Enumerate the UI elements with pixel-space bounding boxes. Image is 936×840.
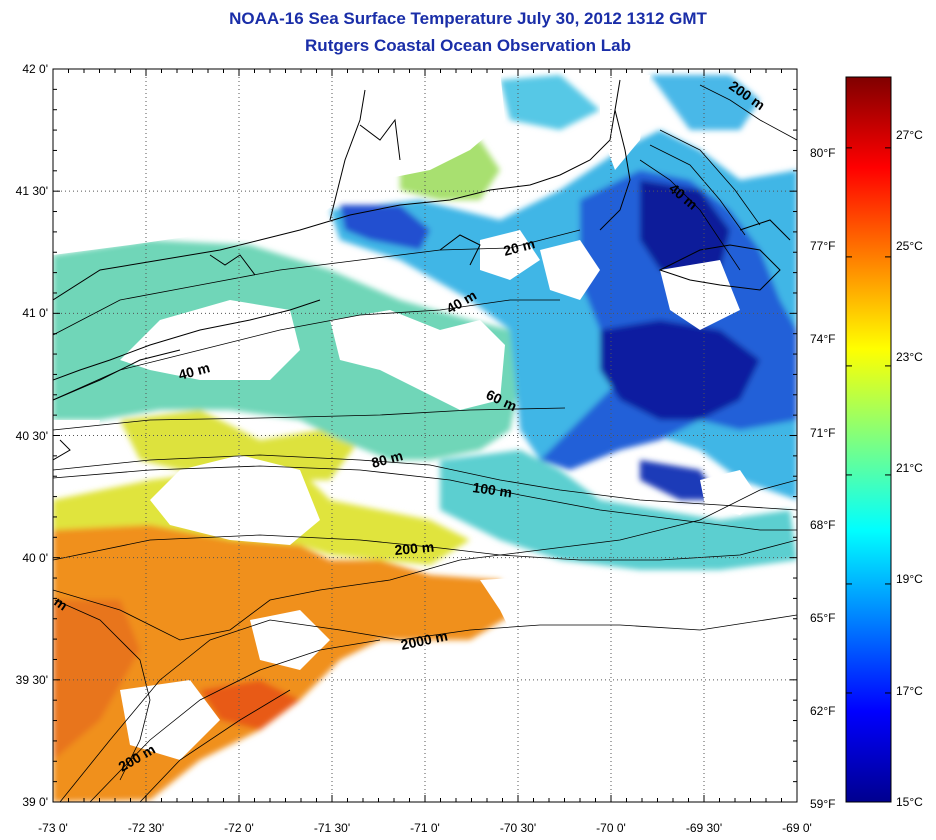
- celsius-label: 15°C: [896, 795, 923, 809]
- map-area: 20 m 40 m 40 m 40 m 60 m 80 m 100 m 200 …: [53, 69, 797, 802]
- celsius-label: 25°C: [896, 239, 923, 253]
- fahrenheit-labels: 80°F 77°F 74°F 71°F 68°F 65°F 62°F 59°F: [810, 146, 835, 811]
- contour-label: 40 m: [177, 359, 212, 383]
- y-tick-label: 41 30': [16, 184, 48, 198]
- fahrenheit-label: 74°F: [810, 332, 835, 346]
- x-tick-label: -69 30': [686, 821, 722, 835]
- contour-label: 80 m: [370, 447, 405, 471]
- x-tick-label: -70 0': [596, 821, 626, 835]
- x-tick-label: -69 0': [782, 821, 812, 835]
- x-tick-label: -70 30': [500, 821, 536, 835]
- y-tick-label: 40 0': [22, 551, 48, 565]
- grid-lines: [53, 69, 797, 802]
- cloud-mask: [53, 69, 797, 802]
- colorbar: [845, 76, 892, 803]
- isobaths: [53, 84, 797, 802]
- colorbar-ticks: [846, 147, 891, 803]
- y-tick-label: 42 0': [22, 62, 48, 76]
- fahrenheit-label: 77°F: [810, 239, 835, 253]
- y-tick-label: 39 30': [16, 673, 48, 687]
- celsius-label: 19°C: [896, 572, 923, 586]
- celsius-labels: 27°C 25°C 23°C 21°C 19°C 17°C 15°C: [896, 128, 923, 809]
- y-tick-label: 40 30': [16, 429, 48, 443]
- x-tick-label: -71 30': [314, 821, 350, 835]
- map-subtitle: Rutgers Coastal Ocean Observation Lab: [305, 36, 631, 55]
- contour-label: 20 m: [502, 235, 537, 259]
- frame-ticks: [52, 68, 798, 803]
- celsius-label: 27°C: [896, 128, 923, 142]
- map-title: NOAA-16 Sea Surface Temperature July 30,…: [229, 9, 707, 28]
- fahrenheit-label: 68°F: [810, 518, 835, 532]
- y-axis-labels: 42 0' 41 30' 41 0' 40 30' 40 0' 39 30' 3…: [16, 62, 48, 809]
- coastline: [53, 79, 791, 461]
- celsius-label: 21°C: [896, 461, 923, 475]
- y-tick-label: 41 0': [22, 306, 48, 320]
- celsius-label: 23°C: [896, 350, 923, 364]
- celsius-label: 17°C: [896, 684, 923, 698]
- contour-label: 100 m: [472, 479, 514, 500]
- fahrenheit-label: 59°F: [810, 797, 835, 811]
- x-tick-label: -72 0': [224, 821, 254, 835]
- fahrenheit-label: 71°F: [810, 426, 835, 440]
- fahrenheit-label: 65°F: [810, 611, 835, 625]
- y-tick-label: 39 0': [22, 795, 48, 809]
- x-axis-labels: -73 0' -72 30' -72 0' -71 30' -71 0' -70…: [38, 821, 812, 835]
- x-tick-label: -72 30': [128, 821, 164, 835]
- fahrenheit-label: 80°F: [810, 146, 835, 160]
- fahrenheit-label: 62°F: [810, 704, 835, 718]
- x-tick-label: -73 0': [38, 821, 68, 835]
- x-tick-label: -71 0': [410, 821, 440, 835]
